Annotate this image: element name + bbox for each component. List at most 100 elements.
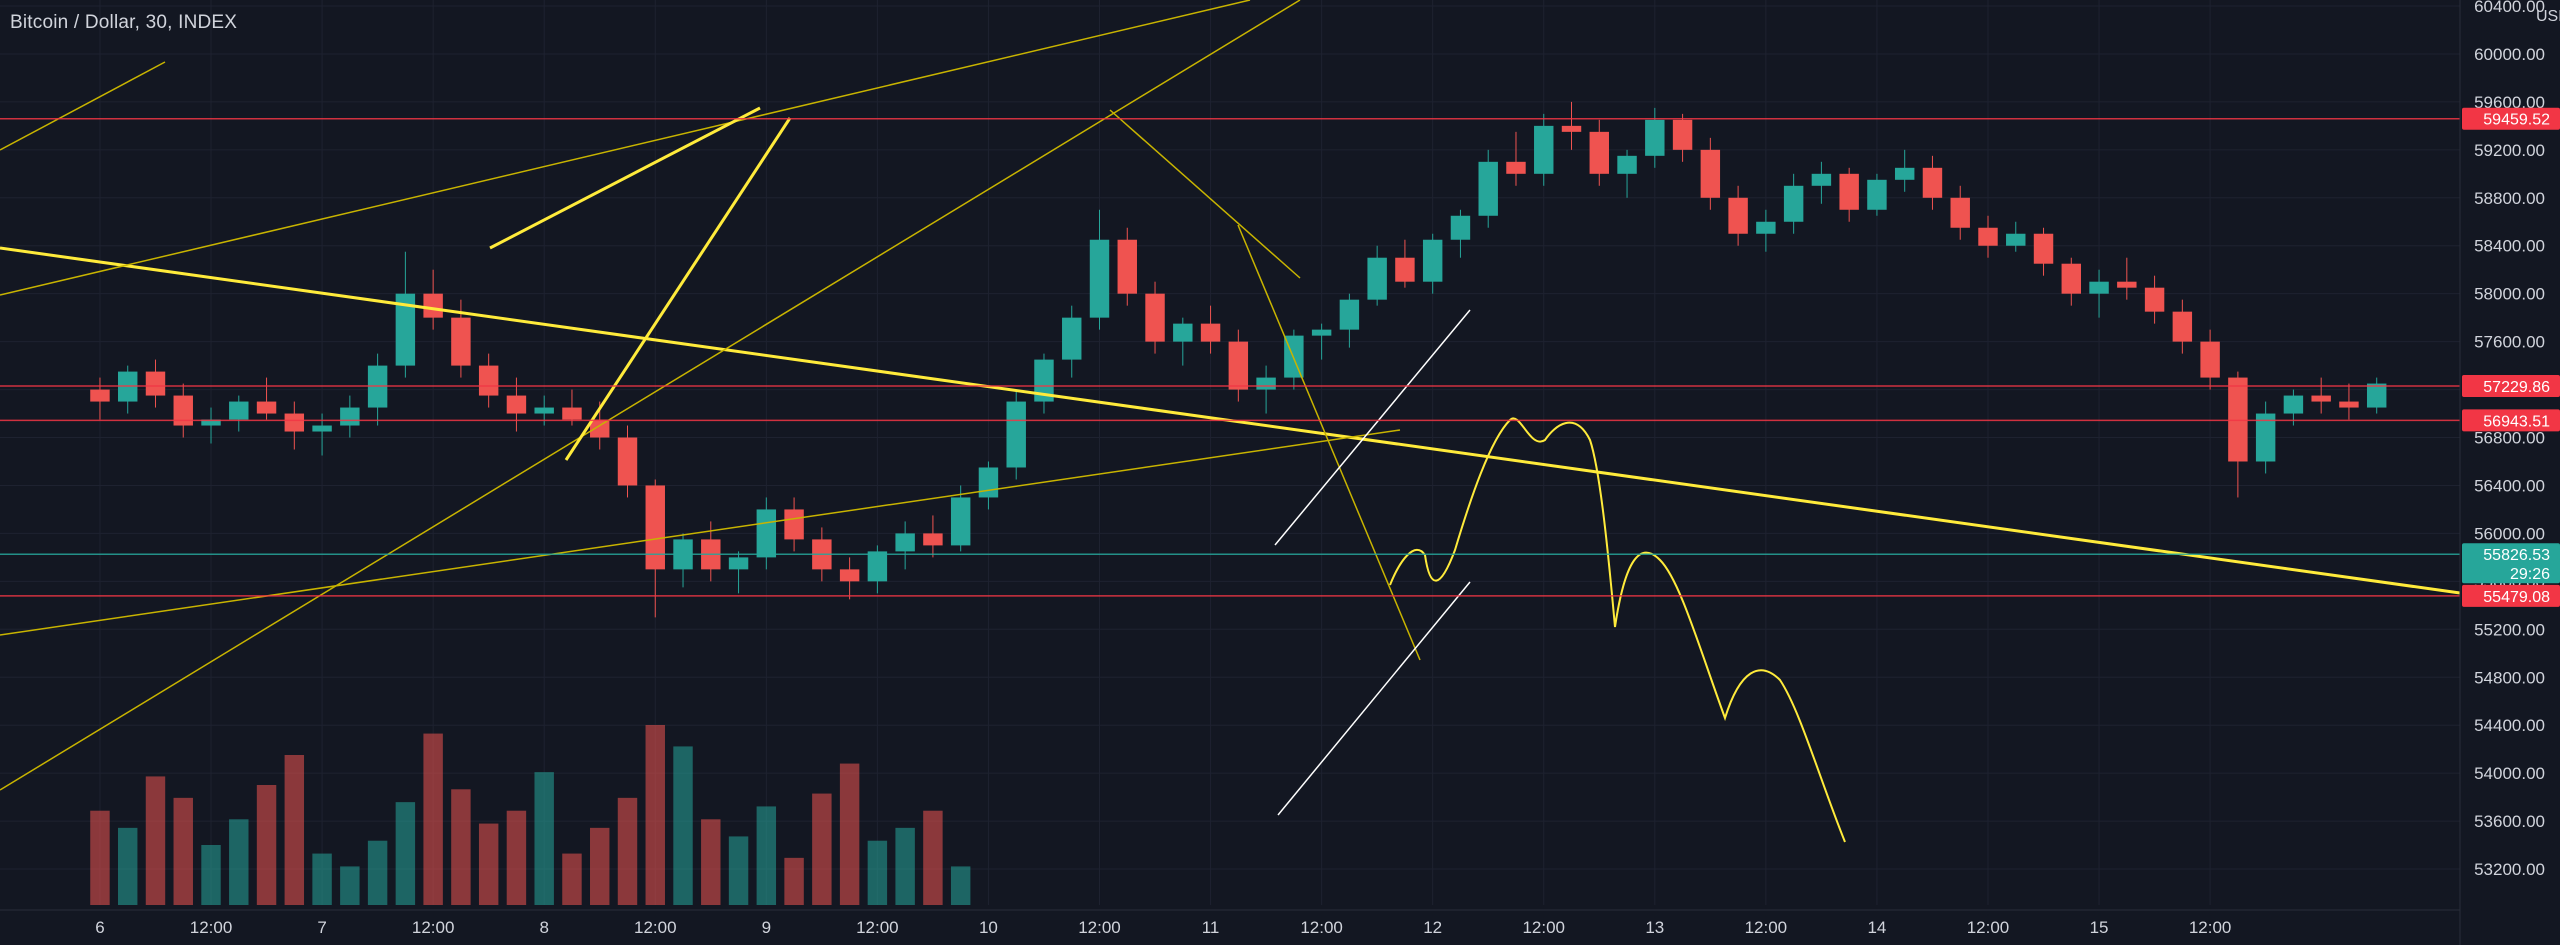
candle-body	[506, 395, 527, 414]
price-tick-label: 57600.00	[2474, 333, 2545, 352]
candle-body	[1867, 179, 1887, 210]
volume-bar	[90, 810, 110, 905]
volume-bar	[923, 810, 943, 905]
candle-body	[2033, 233, 2054, 264]
volume-bar	[645, 725, 665, 905]
volume-bar	[312, 853, 332, 905]
volume-bar	[118, 827, 138, 905]
price-tick-label: 54800.00	[2474, 668, 2545, 687]
candle-body	[1395, 257, 1415, 282]
volume-bar	[562, 853, 582, 905]
price-axis: 53200.00 53600.00 54000.00 54400.00 54800.00…	[2459, 0, 2560, 945]
price-badge	[2462, 409, 2560, 432]
time-tick-label: 14	[1867, 918, 1886, 937]
volume-bar	[784, 857, 804, 905]
candle-body	[1006, 401, 1026, 468]
candle-body	[1534, 125, 1554, 174]
candle-body	[145, 371, 166, 396]
volume-bar	[423, 733, 443, 905]
symbol-title[interactable]: Bitcoin / Dollar, 30, INDEX	[10, 12, 238, 33]
candle-body	[1756, 221, 1776, 234]
volume-bar	[395, 802, 416, 905]
price-badge-label: 56943.51	[2483, 413, 2550, 430]
candle-body	[2366, 383, 2387, 408]
volume-bar	[867, 840, 888, 905]
volume-bar	[145, 776, 166, 905]
price-tick-label: 58000.00	[2474, 285, 2545, 304]
candle-body	[340, 407, 360, 426]
candle-body	[1422, 239, 1443, 282]
channel-lower[interactable]	[1277, 581, 1471, 816]
candle-body	[284, 413, 305, 432]
price-badge-label: 57229.86	[2483, 379, 2550, 396]
time-tick-label: 8	[539, 918, 548, 937]
volume-bar	[590, 827, 610, 905]
price-badge	[2462, 107, 2560, 130]
candle-body	[784, 509, 804, 540]
volume-bar	[728, 836, 749, 905]
candle-body	[978, 467, 999, 498]
trend-line-lower[interactable]	[0, 429, 1401, 636]
candle-body	[1478, 161, 1498, 216]
trend-line-steep-1[interactable]	[489, 106, 761, 250]
trend-line-drop-2[interactable]	[1237, 224, 1421, 661]
candle-body	[1311, 329, 1332, 336]
candle-body	[423, 293, 443, 318]
volume-bar	[451, 789, 471, 905]
trend-line-diagonal[interactable]	[0, 0, 1301, 791]
price-tick-label: 56400.00	[2474, 476, 2545, 495]
candle-body	[867, 551, 888, 582]
volume-bars	[90, 725, 971, 905]
time-tick-label: 12:00	[190, 918, 233, 937]
time-tick-label: 12	[1423, 918, 1442, 937]
trend-line-upper[interactable]	[0, 0, 1251, 296]
candle-body	[2117, 281, 2137, 288]
price-tick-label: 59600.00	[2474, 93, 2545, 112]
trend-line-steep-2[interactable]	[564, 117, 792, 461]
candle-body	[1089, 239, 1110, 318]
time-tick-label: 12:00	[1967, 918, 2010, 937]
price-tick-label: 58800.00	[2474, 189, 2545, 208]
trend-line-drop[interactable]	[1109, 109, 1301, 279]
price-tick-label: 58400.00	[2474, 237, 2545, 256]
price-badge-label: 59459.52	[2483, 112, 2550, 129]
candle-body	[1506, 161, 1526, 174]
candle-body	[562, 407, 582, 420]
price-tick-label: 54000.00	[2474, 764, 2545, 783]
volume-bar	[229, 819, 249, 905]
time-tick-label: 9	[762, 918, 771, 937]
time-tick-label: 10	[979, 918, 998, 937]
candle-body	[923, 533, 943, 546]
channel-upper[interactable]	[1274, 309, 1471, 546]
candle-body	[1950, 197, 1970, 228]
candle-body	[895, 533, 915, 552]
time-tick-label: 6	[95, 918, 104, 937]
forecast-path[interactable]	[1389, 417, 1846, 843]
trend-line-tl[interactable]	[0, 61, 166, 151]
time-tick-label: 13	[1645, 918, 1664, 937]
candle-body	[1728, 197, 1748, 234]
price-tick-label: 60400.00	[2474, 0, 2545, 16]
candle-body	[229, 401, 249, 420]
candle-body	[173, 395, 193, 426]
candle-body	[2061, 263, 2082, 294]
currency-label: USD	[2536, 8, 2560, 25]
time-axis: 6 12:00 7 12:00 8 12:00 9 12:00 10 12:00 11 12:00 12…	[0, 909, 2460, 937]
candle-body	[201, 419, 221, 426]
volume-bar	[256, 785, 277, 905]
price-badge-label: 55479.08	[2483, 589, 2550, 606]
candle-body	[1645, 119, 1665, 156]
candle-body	[256, 401, 277, 414]
time-tick-label: 12:00	[412, 918, 455, 937]
volume-bar	[340, 866, 360, 905]
candle-body	[645, 485, 665, 570]
volume-bar	[284, 755, 305, 905]
candle-body	[1062, 317, 1082, 360]
price-badges: 59459.52 57229.86 56943.51 55826.53 29:26 554…	[2462, 107, 2560, 607]
candle-body	[1922, 167, 1943, 198]
candle-body	[1783, 185, 1804, 222]
volume-bar	[173, 797, 193, 905]
candle-body	[451, 317, 471, 366]
